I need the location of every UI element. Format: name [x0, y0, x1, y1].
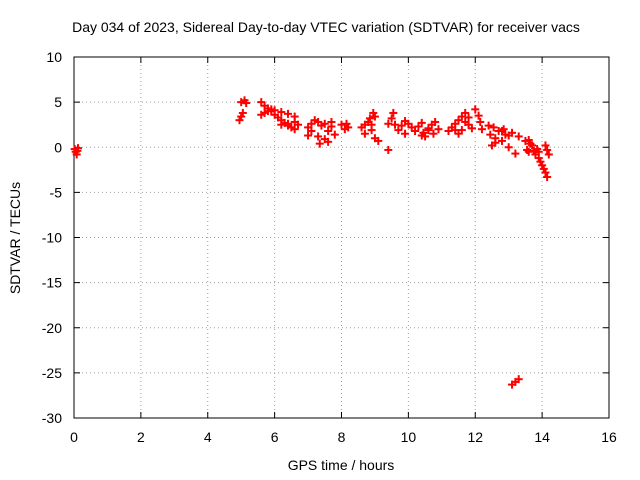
data-point: [290, 125, 299, 134]
data-point: [324, 137, 333, 146]
y-axis-label: SDTVAR / TECUs: [7, 182, 23, 294]
x-tick-label: 14: [534, 429, 550, 445]
data-point: [394, 126, 403, 135]
y-tick-label: 5: [54, 94, 62, 110]
tick-labels: 0 2 4 6 8 10 12 14 16 10 5 0 -5 -10 -15 -20 -25 -30: [42, 49, 617, 445]
y-tick-label: -30: [42, 410, 62, 426]
x-tick-label: 16: [601, 429, 617, 445]
data-point: [411, 127, 420, 136]
data-point: [384, 119, 393, 128]
data-point: [324, 127, 333, 136]
x-tick-label: 12: [467, 429, 483, 445]
x-tick-label: 10: [401, 429, 417, 445]
data-point: [374, 136, 383, 145]
data-point: [486, 130, 495, 139]
data-point: [360, 129, 369, 138]
data-point: [476, 117, 485, 126]
data-point: [314, 117, 323, 126]
data-point: [315, 139, 324, 148]
x-tick-label: 6: [271, 429, 279, 445]
axis-ticks: [73, 56, 610, 419]
data-point: [457, 126, 466, 135]
data-point: [489, 123, 498, 132]
y-tick-label: -25: [42, 365, 62, 381]
data-point: [514, 132, 523, 141]
data-point: [467, 124, 476, 133]
data-point: [471, 105, 480, 114]
data-points: [70, 96, 553, 389]
y-tick-label: -15: [42, 275, 62, 291]
data-point: [498, 136, 506, 145]
data-point: [294, 120, 303, 129]
data-point: [344, 123, 353, 132]
data-point: [387, 114, 396, 123]
data-point: [330, 130, 339, 139]
data-point: [238, 108, 247, 117]
data-point: [417, 131, 426, 140]
data-point: [270, 106, 279, 115]
data-point: [74, 144, 83, 153]
data-point: [424, 126, 433, 135]
data-point: [242, 99, 251, 108]
data-point: [304, 131, 313, 140]
y-tick-label: -5: [50, 184, 63, 200]
data-point: [461, 117, 470, 126]
data-point: [544, 150, 553, 159]
data-point: [491, 138, 500, 147]
data-point: [277, 108, 286, 117]
data-point: [417, 118, 426, 127]
data-point: [307, 127, 316, 136]
data-point: [543, 173, 552, 182]
x-axis-label: GPS time / hours: [288, 457, 395, 473]
grid-lines: [74, 57, 609, 418]
data-point: [360, 120, 369, 129]
y-tick-label: 0: [54, 139, 62, 155]
data-point: [384, 145, 393, 154]
data-point: [451, 126, 460, 135]
data-point: [534, 147, 543, 156]
data-point: [391, 120, 399, 129]
data-point: [320, 119, 329, 128]
x-tick-label: 2: [137, 429, 145, 445]
x-tick-label: 0: [70, 429, 78, 445]
data-point: [365, 114, 374, 123]
data-point: [511, 149, 520, 158]
data-point: [429, 129, 438, 138]
x-tick-label: 4: [204, 429, 212, 445]
data-point: [397, 121, 406, 130]
data-point: [389, 108, 398, 117]
data-point: [541, 168, 550, 177]
data-point: [514, 375, 523, 384]
data-point: [314, 132, 323, 141]
data-point: [431, 117, 440, 126]
data-point: [543, 145, 552, 154]
data-point: [484, 121, 493, 130]
data-point: [401, 129, 410, 138]
y-tick-label: -20: [42, 320, 62, 336]
x-tick-label: 8: [338, 429, 346, 445]
data-point: [277, 120, 286, 129]
chart-title: Day 034 of 2023, Sidereal Day-to-day VTE…: [72, 19, 580, 35]
data-point: [474, 111, 483, 120]
data-point: [327, 117, 336, 126]
data-point: [461, 108, 470, 117]
data-point: [367, 126, 376, 135]
data-point: [284, 109, 292, 118]
data-point: [528, 141, 537, 150]
y-tick-label: 10: [46, 49, 62, 65]
data-point: [284, 119, 292, 128]
y-tick-label: -10: [42, 230, 62, 246]
data-point: [369, 108, 378, 117]
data-point: [464, 113, 473, 122]
data-point: [498, 127, 506, 136]
data-point: [477, 125, 486, 134]
data-point: [504, 143, 513, 152]
data-point: [504, 131, 513, 140]
data-point: [541, 141, 550, 150]
data-point: [434, 125, 443, 134]
